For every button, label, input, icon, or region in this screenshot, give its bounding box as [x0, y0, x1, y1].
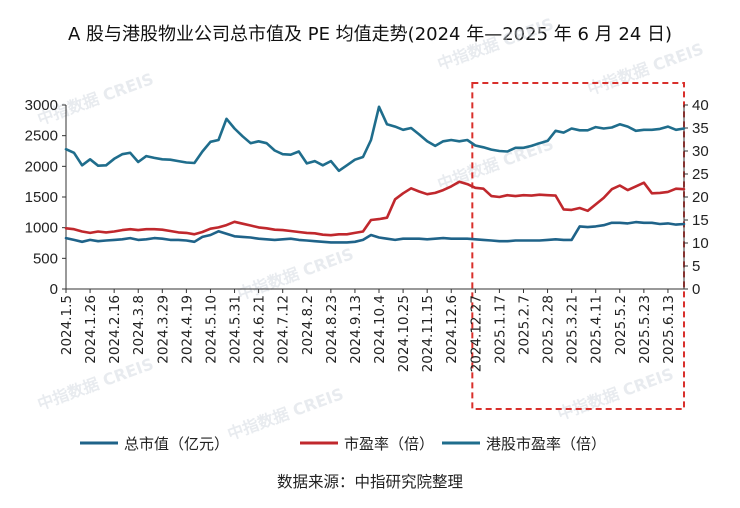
- x-tick-label: 2024.6.21: [252, 295, 268, 364]
- x-tick-label: 2024.5.31: [228, 295, 244, 364]
- watermark-text: 中指数据 CREIS: [225, 384, 346, 444]
- x-tick-label: 2024.9.13: [348, 295, 364, 364]
- x-tick-label: 2025.4.11: [589, 295, 605, 364]
- left-tick-label: 500: [33, 250, 58, 267]
- x-tick-label: 2024.8.23: [324, 295, 340, 364]
- x-tick-label: 2024.3.29: [155, 295, 171, 364]
- x-tick-label: 2025.5.2: [613, 295, 629, 355]
- right-tick-label: 0: [692, 281, 700, 298]
- axes: 0 500 1000 1500 2000 2500 3000 0 5 10 15 20 25 30 35 40…: [25, 97, 709, 372]
- data-source: 数据来源：中指研究院整理: [276, 473, 463, 491]
- right-tick-label: 15: [692, 212, 709, 229]
- left-tick-label: 1000: [25, 220, 58, 237]
- x-tick-label: 2024.1.26: [83, 295, 99, 364]
- x-tick-label: 2024.1.5: [59, 295, 75, 355]
- series-lines: [64, 105, 686, 244]
- legend-label: 市盈率（倍）: [344, 435, 434, 453]
- watermark-text: 中指数据 CREIS: [555, 364, 676, 424]
- left-tick-label: 3000: [25, 97, 58, 114]
- chart-title: A 股与港股物业公司总市值及 PE 均值走势(2024 年—2025 年 6 月…: [67, 24, 673, 45]
- left-tick-label: 2000: [25, 158, 58, 175]
- x-tick-label: 2025.6.13: [661, 295, 677, 364]
- x-tick-label: 2024.12.27: [468, 295, 484, 372]
- legend-label: 总市值（亿元）: [124, 435, 229, 453]
- watermark-text: 中指数据 CREIS: [585, 39, 706, 99]
- legend: 总市值（亿元） 市盈率（倍） 港股市盈率（倍）: [80, 435, 606, 453]
- x-tick-label: 2024.10.4: [372, 295, 388, 364]
- watermark-text: 中指数据 CREIS: [235, 244, 356, 304]
- series-line-0: [64, 220, 686, 244]
- right-tick-label: 30: [692, 143, 709, 160]
- right-tick-label: 25: [692, 166, 709, 183]
- x-tick-label: 2024.8.2: [300, 295, 316, 355]
- x-tick-label: 2024.10.25: [396, 295, 412, 372]
- right-tick-label: 40: [692, 97, 709, 114]
- left-tick-label: 1500: [25, 189, 58, 206]
- right-tick-label: 5: [692, 258, 700, 275]
- x-tick-label: 2025.3.21: [565, 295, 581, 364]
- watermark-text: 中指数据 CREIS: [435, 14, 556, 74]
- x-tick-label: 2025.2.7: [516, 295, 532, 355]
- left-tick-label: 2500: [25, 128, 58, 145]
- x-tick-label: 2025.5.23: [637, 295, 653, 364]
- x-tick-label: 2024.5.10: [203, 295, 219, 364]
- x-tick-label: 2025.1.17: [492, 295, 508, 364]
- right-tick-label: 10: [692, 235, 709, 252]
- x-tick-label: 2024.4.19: [179, 295, 195, 364]
- right-tick-label: 20: [692, 189, 709, 206]
- left-tick-label: 0: [50, 281, 58, 298]
- x-tick-label: 2024.2.16: [107, 295, 123, 364]
- series-line-1: [64, 180, 686, 237]
- x-tick-label: 2024.7.12: [276, 295, 292, 364]
- legend-label: 港股市盈率（倍）: [486, 435, 606, 453]
- series-line-2: [64, 105, 686, 173]
- x-tick-label: 2024.12.6: [444, 295, 460, 364]
- x-tick-label: 2024.11.15: [420, 295, 436, 372]
- right-tick-label: 35: [692, 120, 709, 137]
- x-tick-label: 2025.2.28: [541, 295, 557, 364]
- x-tick-label: 2024.3.8: [131, 295, 147, 355]
